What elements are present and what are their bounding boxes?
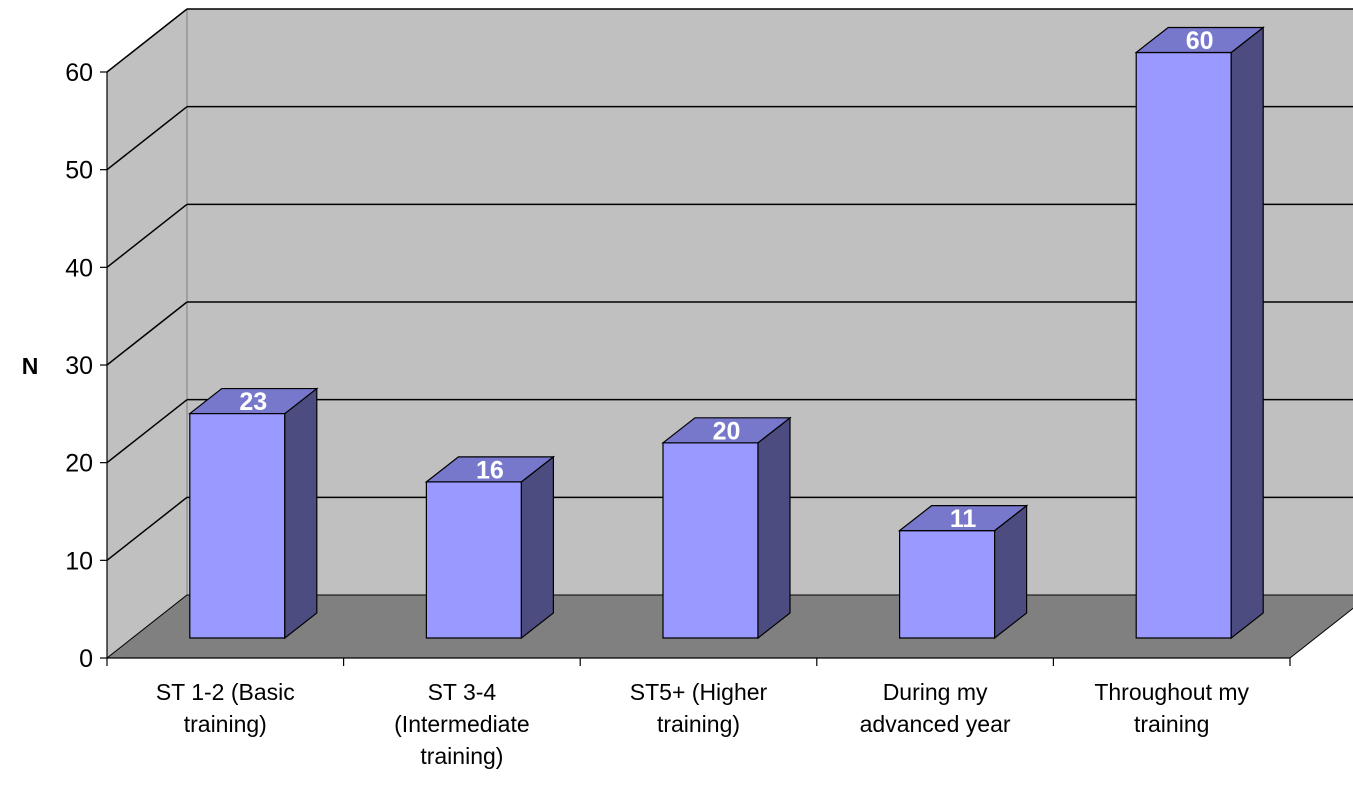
bar-front xyxy=(425,481,523,639)
y-tick-label: 50 xyxy=(65,157,93,185)
bar-front xyxy=(898,530,996,639)
bar-top xyxy=(1134,26,1265,54)
bar xyxy=(188,387,319,640)
gridline-side xyxy=(106,106,188,171)
x-tick-label: ST 1-2 (Basic training) xyxy=(156,679,295,737)
bar-front xyxy=(1135,51,1232,639)
x-tick-label: During my advanced year xyxy=(860,679,1011,737)
data-label: 20 xyxy=(713,417,741,445)
bar-front xyxy=(662,442,759,639)
y-tick-label: 40 xyxy=(65,254,93,282)
data-label: 16 xyxy=(476,456,504,484)
gridline-side xyxy=(106,8,188,73)
y-tick-label: 60 xyxy=(65,59,93,87)
data-label: 11 xyxy=(950,505,977,533)
bar-side xyxy=(757,416,791,640)
bar-side xyxy=(284,387,318,640)
gridline-side xyxy=(106,301,188,366)
bar-top xyxy=(897,505,1029,532)
bar xyxy=(897,504,1029,640)
bar-top xyxy=(661,417,792,444)
y-tick-label: 30 xyxy=(65,352,93,380)
bar-top xyxy=(188,387,319,415)
data-label: 60 xyxy=(1186,27,1214,55)
gridline-side xyxy=(106,203,188,268)
bar xyxy=(1134,26,1265,640)
y-tick-label: 0 xyxy=(79,645,93,673)
y-tick-label: 10 xyxy=(65,547,93,575)
x-tick-label: ST5+ (Higher training) xyxy=(630,679,768,737)
x-tick-label: Throughout my training xyxy=(1094,679,1249,737)
bar xyxy=(661,416,792,640)
bar-side xyxy=(1230,26,1264,640)
bar-side xyxy=(520,455,555,640)
x-tick-label: ST 3-4 (Intermediate training) xyxy=(394,679,530,769)
y-axis-label: N xyxy=(22,353,39,379)
bar-front xyxy=(189,412,286,639)
gridline-side xyxy=(106,399,188,464)
y-tick-label: 20 xyxy=(65,450,93,478)
bar xyxy=(424,455,556,640)
gridline-side xyxy=(106,496,188,561)
bar-top xyxy=(424,456,556,483)
data-label: 23 xyxy=(239,388,267,416)
